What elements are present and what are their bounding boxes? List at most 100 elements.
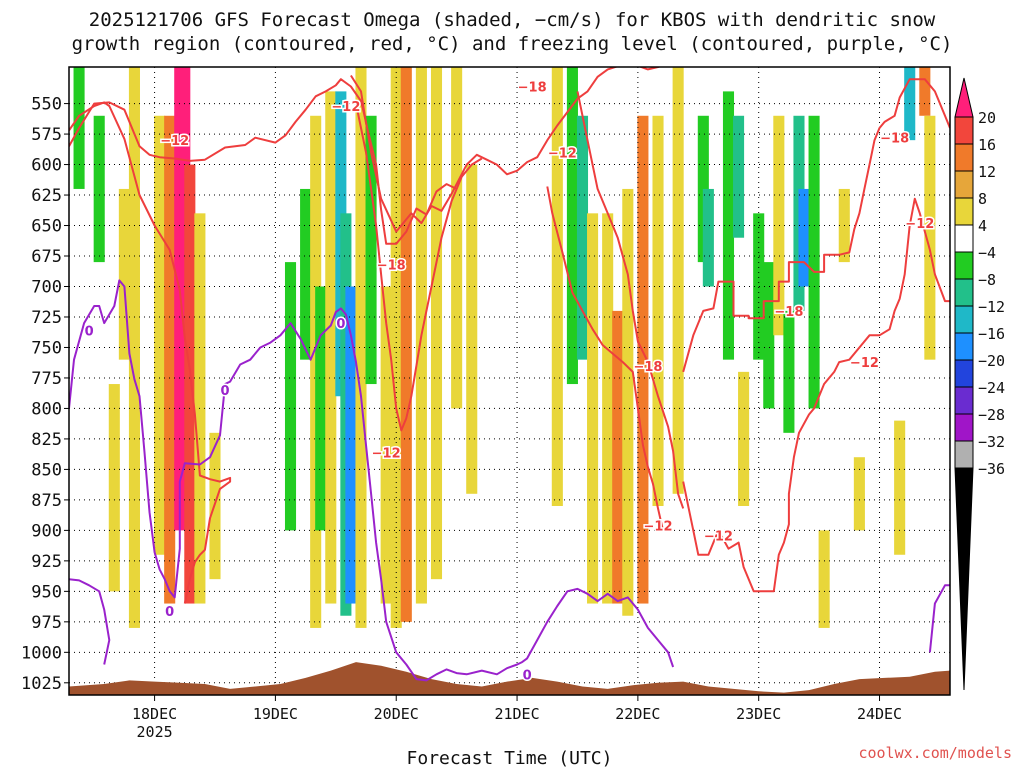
colorbar-swatch bbox=[954, 305, 974, 334]
y-tick-label: 950 bbox=[31, 582, 62, 602]
y-tick-label: 650 bbox=[31, 217, 62, 237]
colorbar-label: −32 bbox=[978, 433, 1005, 451]
omega-band bbox=[753, 213, 765, 360]
colorbar-swatch bbox=[954, 251, 974, 280]
isotherm-contour bbox=[546, 186, 664, 531]
x-tick-label: 20DEC bbox=[374, 705, 419, 723]
colorbar-label: 16 bbox=[978, 136, 996, 154]
freezing-level-contour bbox=[69, 578, 111, 665]
colorbar-label: −24 bbox=[978, 379, 1005, 397]
colorbar-swatch bbox=[954, 278, 974, 307]
freezing-level-contour bbox=[928, 584, 950, 653]
contour-label: −12 bbox=[644, 520, 673, 535]
omega-band bbox=[602, 213, 614, 604]
omega-band bbox=[154, 115, 166, 555]
omega-band bbox=[798, 188, 810, 287]
omega-band bbox=[783, 310, 795, 433]
colorbar-swatch bbox=[954, 116, 974, 145]
y-tick-label: 900 bbox=[31, 521, 62, 541]
omega-band bbox=[576, 115, 589, 360]
freezing-level-contour bbox=[69, 279, 675, 682]
contour-label: 0 bbox=[221, 384, 230, 399]
contour-label: −12 bbox=[160, 134, 189, 149]
omega-band bbox=[637, 115, 649, 604]
omega-band bbox=[365, 115, 377, 385]
omega-band bbox=[808, 115, 820, 409]
contour-label: −12 bbox=[548, 146, 577, 161]
colorbar-label: −4 bbox=[978, 244, 996, 262]
colorbar-label: −28 bbox=[978, 406, 1005, 424]
isotherm-contour bbox=[576, 91, 685, 509]
chart-title: 2025121706 GFS Forecast Omega (shaded, −… bbox=[0, 8, 1024, 56]
colorbar-swatch bbox=[954, 197, 974, 226]
y-tick-label: 700 bbox=[31, 277, 62, 297]
colorbar-label: 20 bbox=[978, 109, 996, 127]
y-tick-label: 975 bbox=[31, 613, 62, 633]
omega-band bbox=[300, 188, 312, 360]
omega-band bbox=[763, 262, 775, 409]
isotherm-contour bbox=[69, 67, 661, 233]
y-tick-label: 575 bbox=[31, 125, 62, 145]
y-tick-label: 925 bbox=[31, 552, 62, 572]
contour-label: −18 bbox=[377, 259, 406, 274]
colorbar-top-arrow bbox=[954, 77, 974, 118]
omega-band bbox=[108, 384, 120, 592]
y-tick-label: 775 bbox=[31, 369, 62, 389]
colorbar-label: 12 bbox=[978, 163, 996, 181]
omega-band bbox=[93, 115, 105, 263]
x-tick-label: 21DEC bbox=[494, 705, 539, 723]
colorbar-swatch bbox=[954, 224, 974, 253]
y-tick-label: 675 bbox=[31, 247, 62, 267]
isotherm-contour bbox=[69, 101, 232, 604]
isotherm-contour bbox=[682, 197, 950, 593]
omega-band bbox=[551, 67, 563, 506]
contour-label: −18 bbox=[774, 305, 803, 320]
colorbar-label: 8 bbox=[978, 190, 987, 208]
omega-band bbox=[702, 188, 714, 287]
omega-band bbox=[466, 164, 478, 494]
omega-band bbox=[818, 530, 830, 628]
omega-band bbox=[722, 91, 735, 360]
contour-label: 0 bbox=[523, 668, 532, 683]
omega-band bbox=[118, 188, 130, 360]
omega-band bbox=[853, 457, 865, 531]
omega-band bbox=[345, 286, 357, 604]
omega-band bbox=[451, 67, 463, 409]
omega-band bbox=[184, 164, 196, 604]
omega-band bbox=[284, 262, 297, 531]
source-watermark[interactable]: coolwx.com/models bbox=[858, 744, 1012, 762]
omega-band bbox=[919, 67, 931, 116]
y-tick-label: 600 bbox=[31, 156, 62, 176]
contour-label: −12 bbox=[372, 446, 401, 461]
contour-label: −18 bbox=[880, 132, 909, 147]
y-tick-label: 725 bbox=[31, 308, 62, 328]
colorbar-swatch bbox=[954, 332, 974, 361]
omega-band bbox=[400, 67, 412, 622]
colorbar-swatch bbox=[954, 440, 974, 469]
contour-label: −18 bbox=[518, 81, 547, 96]
contour-label: −12 bbox=[850, 356, 879, 371]
isotherm-contour bbox=[355, 103, 483, 432]
omega-band bbox=[773, 115, 785, 336]
x-tick-label: 24DEC bbox=[857, 705, 902, 723]
omega-band bbox=[672, 67, 684, 494]
omega-band bbox=[325, 91, 337, 604]
omega-band bbox=[380, 286, 392, 604]
plot-frame bbox=[68, 66, 951, 696]
colorbar-label: −20 bbox=[978, 352, 1005, 370]
colorbar-swatch bbox=[954, 359, 974, 388]
chart-title-line1: 2025121706 GFS Forecast Omega (shaded, −… bbox=[88, 9, 936, 31]
colorbar-swatch bbox=[954, 413, 974, 442]
omega-band bbox=[612, 310, 624, 604]
colorbar-label: −8 bbox=[978, 271, 996, 289]
contour-label: 0 bbox=[85, 324, 94, 339]
gridlines bbox=[69, 67, 950, 695]
contour-label: 0 bbox=[165, 605, 174, 620]
contour-label: −12 bbox=[905, 217, 934, 232]
y-tick-label: 850 bbox=[31, 460, 62, 480]
colorbar-swatch bbox=[954, 170, 974, 199]
colorbar-bottom-arrow bbox=[954, 467, 974, 691]
contours bbox=[69, 67, 950, 682]
colorbar-label: −12 bbox=[978, 298, 1005, 316]
